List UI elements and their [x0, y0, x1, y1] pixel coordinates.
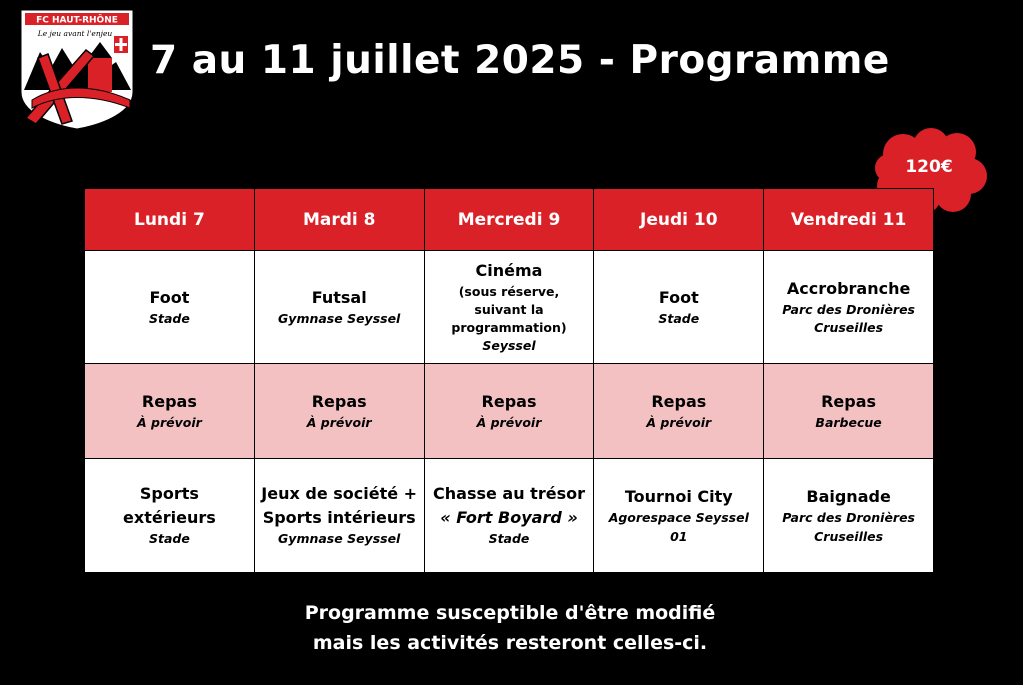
activity-note: (sous réserve, suivant la programmation)	[451, 283, 567, 335]
day-header: Mardi 8	[253, 188, 425, 251]
day-header: Jeudi 10	[593, 188, 765, 251]
activity-location: À prévoir	[476, 414, 542, 430]
activity-location: À prévoir	[306, 414, 372, 430]
schedule-cell: Jeux de société + Sports intérieurs Gymn…	[253, 458, 425, 573]
activity-location: À prévoir	[136, 414, 202, 430]
schedule-cell: Repas À prévoir	[84, 363, 255, 459]
day-header: Vendredi 11	[763, 188, 934, 251]
activity-name: Repas	[651, 391, 707, 411]
schedule-cell: Repas À prévoir	[593, 363, 765, 459]
activity-location: Stade	[658, 310, 700, 326]
schedule-cell: Futsal Gymnase Seyssel	[253, 250, 425, 364]
schedule-cell: Foot Stade	[593, 250, 765, 364]
schedule-cell: Tournoi City Agorespace Seyssel 01	[593, 458, 765, 573]
footer-line: mais les activités resteront celles-ci.	[312, 632, 708, 654]
activity-name: Tournoi City	[624, 487, 733, 507]
footer-note: Programme susceptible d'être modifié mai…	[0, 598, 1020, 658]
schedule-cell: Sports extérieurs Stade	[84, 458, 255, 573]
afternoon-row: Sports extérieurs Stade Jeux de société …	[84, 458, 934, 573]
club-logo: FC HAUT-RHÔNE Le jeu avant l'enjeu	[20, 9, 134, 130]
activity-subtitle: « Fort Boyard »	[440, 508, 578, 528]
schedule-cell: Accrobranche Parc des Dronières Cruseill…	[763, 250, 934, 364]
footer-line: Programme susceptible d'être modifié	[304, 602, 716, 624]
activity-location: Stade	[148, 531, 190, 547]
activity-name: Jeux de société + Sports intérieurs	[261, 484, 418, 528]
activity-location: Barbecue	[815, 414, 882, 430]
activity-name: Foot	[149, 287, 190, 307]
activity-location: Stade	[488, 531, 530, 547]
day-header-row: Lundi 7 Mardi 8 Mercredi 9 Jeudi 10 Vend…	[84, 188, 934, 251]
logo-tagline: Le jeu avant l'enjeu	[37, 29, 113, 38]
activity-name: Repas	[481, 391, 537, 411]
activity-name: Repas	[141, 391, 197, 411]
schedule-cell: Chasse au trésor « Fort Boyard » Stade	[423, 458, 595, 573]
activity-name: Baignade	[806, 487, 891, 507]
activity-name: Cinéma	[475, 260, 543, 280]
activity-name: Sports extérieurs	[123, 484, 216, 528]
activity-name: Repas	[311, 391, 367, 411]
schedule-cell: Repas À prévoir	[253, 363, 425, 459]
activity-name: Accrobranche	[786, 278, 911, 298]
activity-location: Gymnase Seyssel	[278, 531, 401, 547]
day-header: Lundi 7	[84, 188, 255, 251]
activity-name: Chasse au trésor	[433, 484, 585, 504]
schedule-cell: Baignade Parc des Dronières Cruseilles	[763, 458, 934, 573]
activity-location: À prévoir	[646, 414, 712, 430]
activity-location: Gymnase Seyssel	[278, 310, 401, 326]
schedule-cell: Repas À prévoir	[423, 363, 595, 459]
activity-name: Futsal	[311, 287, 367, 307]
meal-row: Repas À prévoir Repas À prévoir Repas À …	[84, 363, 934, 459]
activity-location: Agorespace Seyssel 01	[608, 510, 749, 544]
activity-location: Parc des Dronières Cruseilles	[782, 301, 915, 335]
schedule-cell: Foot Stade	[84, 250, 255, 364]
schedule-cell: Cinéma (sous réserve, suivant la program…	[423, 250, 595, 364]
day-header: Mercredi 9	[423, 188, 595, 251]
activity-location: Seyssel	[482, 338, 536, 354]
activity-name: Foot	[658, 287, 699, 307]
activity-location: Stade	[148, 310, 190, 326]
schedule-table: Lundi 7 Mardi 8 Mercredi 9 Jeudi 10 Vend…	[84, 188, 934, 573]
activity-location: Parc des Dronières Cruseilles	[782, 510, 915, 544]
schedule-cell: Repas Barbecue	[763, 363, 934, 459]
logo-club-name: FC HAUT-RHÔNE	[36, 14, 118, 26]
morning-row: Foot Stade Futsal Gymnase Seyssel Cinéma…	[84, 250, 934, 364]
activity-name: Repas	[821, 391, 877, 411]
page-title: 7 au 11 juillet 2025 - Programme	[150, 38, 890, 83]
price-label: 120€	[905, 157, 953, 177]
